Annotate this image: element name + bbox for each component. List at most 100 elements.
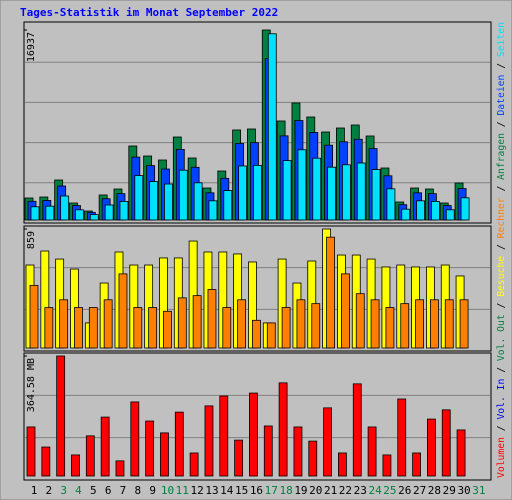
x-tick-label: 27 — [413, 484, 426, 497]
bar — [130, 401, 140, 477]
legend-separator: / — [496, 116, 507, 134]
bar — [100, 416, 110, 477]
bar — [118, 273, 128, 349]
x-tick-label: 17 — [265, 484, 278, 497]
x-tick-label: 6 — [105, 484, 112, 497]
x-tick-label: 19 — [294, 484, 307, 497]
x-tick-label: 13 — [205, 484, 218, 497]
bar — [208, 200, 218, 221]
bar — [115, 460, 125, 477]
y-tick-label: 364.58 MB — [26, 358, 37, 412]
x-tick-label: 9 — [149, 484, 156, 497]
bar — [367, 426, 377, 477]
x-tick-label: 16 — [250, 484, 263, 497]
bar — [323, 407, 333, 477]
bar — [459, 299, 469, 349]
bar — [30, 206, 40, 221]
bar — [445, 209, 455, 221]
bar — [148, 307, 158, 349]
bar — [75, 209, 84, 221]
bar — [326, 236, 336, 349]
bar — [134, 175, 144, 221]
bar — [189, 452, 199, 477]
legend-entry: Volumen — [496, 437, 507, 478]
x-tick-label: 11 — [176, 484, 189, 497]
bar — [204, 405, 214, 477]
bar — [237, 299, 247, 349]
bar — [397, 398, 407, 477]
legend-separator: / — [496, 180, 507, 198]
chart-title: Tages-Statistik im Monat September 2022 — [20, 6, 278, 19]
bar — [178, 169, 188, 221]
y-tick-label: 16937 — [26, 32, 37, 62]
bar — [342, 164, 351, 221]
bar — [26, 426, 36, 477]
bar — [431, 201, 440, 221]
bar — [74, 307, 83, 349]
bar — [338, 452, 347, 477]
bar — [252, 319, 261, 349]
x-tick-label: 26 — [398, 484, 411, 497]
bar — [412, 452, 421, 477]
bar — [341, 273, 350, 349]
bar — [41, 446, 51, 477]
legend-entry: Anfragen — [496, 133, 507, 180]
y-tick-label: 859 — [26, 231, 37, 249]
bar — [45, 205, 55, 221]
bar — [59, 299, 69, 349]
legend-separator: / — [496, 361, 507, 379]
bar — [263, 425, 273, 477]
bar — [238, 165, 248, 221]
bar — [174, 411, 184, 477]
bar — [312, 157, 322, 221]
bar — [163, 310, 172, 349]
bar — [386, 188, 396, 221]
bar — [296, 299, 306, 349]
bar — [266, 322, 276, 349]
x-tick-label: 22 — [339, 484, 352, 497]
x-tick-label: 7 — [120, 484, 127, 497]
bar — [104, 204, 114, 221]
bar — [223, 190, 233, 221]
bar — [160, 432, 169, 477]
bar — [371, 169, 381, 221]
bar — [145, 420, 155, 477]
bar — [311, 303, 321, 349]
legend-entry: Dateien — [496, 75, 507, 116]
x-tick-label: 24 — [368, 484, 382, 497]
bar — [415, 299, 424, 349]
bar — [427, 418, 436, 477]
x-tick-label: 1 — [31, 484, 38, 497]
x-tick-label: 10 — [161, 484, 174, 497]
bar — [327, 166, 337, 221]
x-tick-label: 2 — [46, 484, 53, 497]
bar — [400, 303, 410, 349]
bar — [382, 454, 392, 477]
bar — [234, 439, 244, 477]
bar — [456, 429, 466, 477]
bar — [71, 454, 80, 477]
bar — [282, 160, 292, 221]
legend-separator: / — [496, 57, 507, 75]
x-tick-label: 12 — [191, 484, 204, 497]
x-tick-label: 15 — [235, 484, 248, 497]
x-tick-label: 23 — [354, 484, 367, 497]
legend: Volumen / Vol. In / Vol. Out / Besuche /… — [496, 22, 507, 478]
bar — [355, 293, 365, 349]
bar — [222, 307, 232, 349]
x-tick-label: 21 — [324, 484, 337, 497]
legend-separator: / — [496, 297, 507, 315]
bar — [253, 165, 262, 221]
bar — [219, 395, 229, 477]
bar — [29, 284, 39, 349]
bar — [416, 200, 425, 221]
legend-entry: Besuche — [496, 256, 507, 297]
x-tick-label: 4 — [75, 484, 82, 497]
x-tick-label: 20 — [309, 484, 322, 497]
x-tick-label: 29 — [443, 484, 456, 497]
bar — [88, 307, 98, 349]
bar — [164, 183, 173, 221]
bar — [460, 197, 470, 221]
bar — [85, 435, 95, 477]
